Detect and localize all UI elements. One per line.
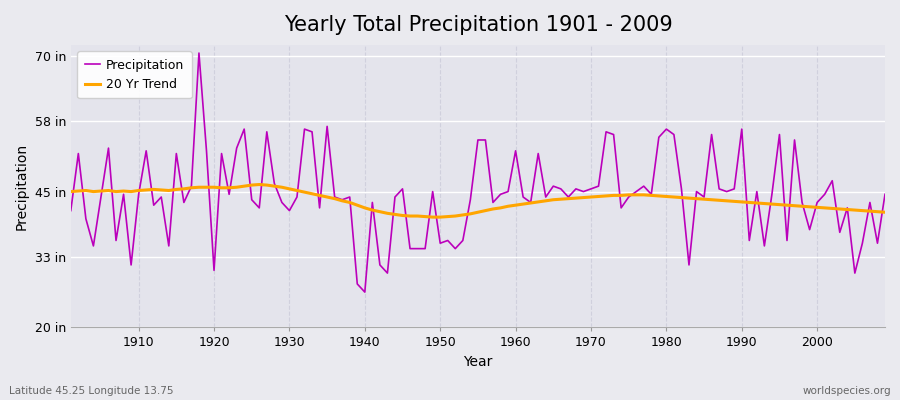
20 Yr Trend [299,190,310,194]
20 Yr Trend [526,200,536,205]
Legend: Precipitation, 20 Yr Trend: Precipitation, 20 Yr Trend [77,51,192,98]
20 Yr Trend [254,182,265,187]
20 Yr Trend [879,210,890,215]
Precipitation [299,127,310,132]
Text: worldspecies.org: worldspecies.org [803,386,891,396]
Precipitation [616,206,626,210]
20 Yr Trend [518,202,528,206]
20 Yr Trend [428,215,438,220]
Precipitation [526,200,536,205]
Y-axis label: Precipitation: Precipitation [15,142,29,230]
20 Yr Trend [126,189,137,194]
Line: 20 Yr Trend: 20 Yr Trend [71,184,885,217]
Precipitation [345,195,356,200]
Precipitation [66,208,77,213]
Precipitation [194,51,204,56]
X-axis label: Year: Year [464,355,492,369]
Title: Yearly Total Precipitation 1901 - 2009: Yearly Total Precipitation 1901 - 2009 [284,15,672,35]
Text: Latitude 45.25 Longitude 13.75: Latitude 45.25 Longitude 13.75 [9,386,174,396]
Precipitation [126,262,137,267]
Precipitation [359,290,370,294]
20 Yr Trend [616,193,626,198]
20 Yr Trend [345,200,356,205]
20 Yr Trend [66,189,77,194]
Precipitation [518,195,528,200]
Line: Precipitation: Precipitation [71,53,885,292]
Precipitation [879,192,890,197]
